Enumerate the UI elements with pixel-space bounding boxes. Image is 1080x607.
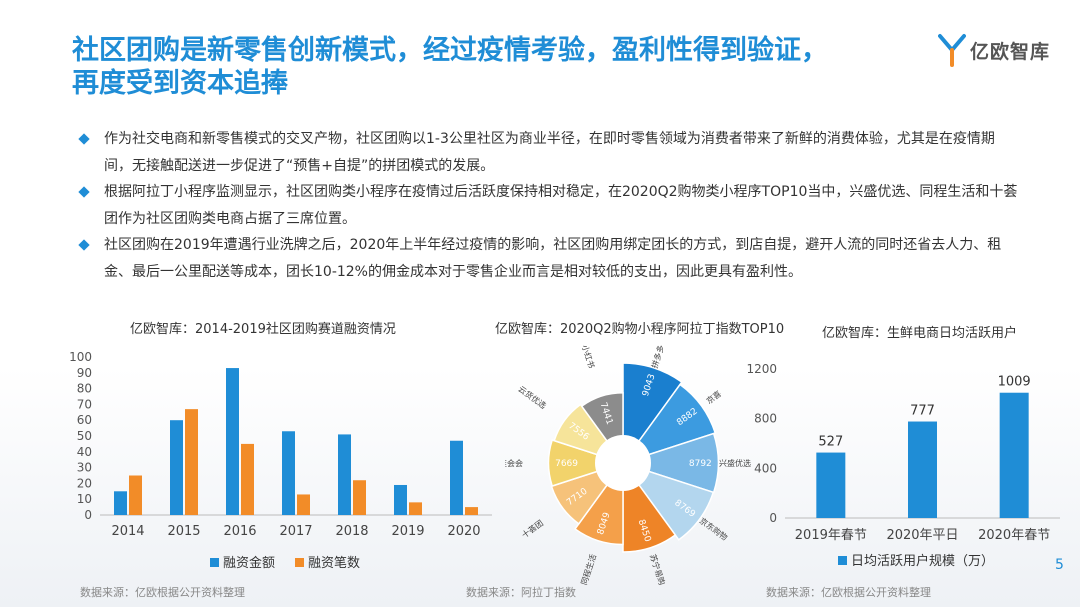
- y-tick-label: 90: [77, 366, 92, 380]
- x-tick-label: 2019年春节: [795, 528, 867, 543]
- y-tick-label: 30: [77, 461, 92, 475]
- bullet-text: 根据阿拉丁小程序监测显示，社区团购类小程序在疫情过后活跃度保持相对稳定，在202…: [104, 184, 1018, 227]
- x-tick-label: 2020: [447, 524, 480, 539]
- bar-funding-amount: [338, 434, 351, 515]
- bar-funding-amount: [450, 440, 463, 515]
- bar-funding-amount: [394, 484, 407, 515]
- y-tick-label: 40: [77, 445, 92, 459]
- diamond-bullet-icon: [78, 186, 90, 198]
- bar-funding-count: [185, 409, 198, 515]
- bar-funding-amount: [114, 491, 127, 515]
- bar-dau: [999, 392, 1029, 518]
- slice-category-label: 京东购物: [698, 515, 730, 542]
- bar-funding-amount: [282, 431, 295, 515]
- x-tick-label: 2020年春节: [978, 528, 1050, 543]
- x-tick-label: 2019: [391, 524, 424, 539]
- bar-data-label: 777: [910, 404, 935, 419]
- bullet-text: 作为社交电商和新零售模式的交叉产物，社区团购以1-3公里社区为商业半径，在即时零…: [104, 131, 995, 174]
- legend-label: 融资笔数: [308, 555, 360, 571]
- logo: 亿欧智库: [938, 32, 1068, 68]
- x-tick-label: 2016: [223, 524, 256, 539]
- bar-funding-count: [241, 443, 254, 515]
- dau-bar-chart: 0 400 800 1200 527 2019年春节 777 2020年平日 1009 2020年…: [746, 362, 1060, 569]
- rose-slice: [621, 461, 715, 541]
- legend-swatch: [295, 558, 304, 567]
- slice-value-label: 7669: [555, 459, 578, 469]
- rose-slice: [547, 439, 626, 487]
- chart2-title: 亿欧智库：2020Q2购物小程序阿拉丁指数TOP10: [495, 322, 785, 337]
- y-tick-label: 800: [754, 412, 777, 426]
- bar-dau: [816, 452, 846, 518]
- rose-slice: [621, 383, 717, 465]
- y-tick-label: 70: [77, 397, 92, 411]
- bar-data-label: 1009: [998, 375, 1031, 390]
- slice-category-label: 兴盛优选: [719, 458, 751, 468]
- source-note-2: 数据来源：阿拉丁指数: [466, 586, 576, 599]
- diamond-bullet-icon: [78, 133, 90, 145]
- source-note-1: 数据来源：亿欧根据公开资料整理: [80, 586, 245, 599]
- bullet-list: 作为社交电商和新零售模式的交叉产物，社区团购以1-3公里社区为商业半径，在即时零…: [78, 126, 1018, 285]
- bullet-text: 社区团购在2019年遭遇行业洗牌之后，2020年上半年经过疫情的影响，社区团购用…: [104, 237, 1002, 280]
- x-tick-label: 2018: [335, 524, 368, 539]
- slice-category-label: 拼多多: [649, 345, 666, 369]
- slice-category-label: 京喜: [704, 388, 723, 405]
- bar-funding-count: [409, 502, 422, 515]
- y-tick-label: 400: [754, 461, 777, 475]
- slice-category-label: 苏宁易购: [648, 553, 667, 585]
- x-tick-label: 2017: [279, 524, 312, 539]
- y-tick-label: 0: [84, 508, 92, 522]
- bullet-item: 社区团购在2019年遭遇行业洗牌之后，2020年上半年经过疫情的影响，社区团购用…: [78, 232, 1018, 285]
- y-tick-label: 100: [69, 350, 92, 364]
- x-tick-label: 2020年平日: [886, 528, 958, 543]
- bar-funding-count: [297, 494, 310, 515]
- rose-center-hole: [595, 435, 651, 491]
- x-tick-label: 2015: [167, 524, 200, 539]
- page-title: 社区团购是新零售创新模式，经过疫情考验，盈利性得到验证，再度受到资本追捧: [72, 35, 828, 99]
- source-note-3: 数据来源：亿欧根据公开资料整理: [766, 586, 931, 599]
- bar-funding-count: [465, 507, 478, 515]
- slice-value-label: 8792: [689, 459, 712, 469]
- y-tick-label: 60: [77, 413, 92, 427]
- y-tick-label: 10: [77, 492, 92, 506]
- legend-swatch: [838, 556, 847, 565]
- bar-funding-amount: [226, 368, 239, 515]
- chart3-title: 亿欧智库：生鲜电商日均活跃用户: [822, 326, 1018, 341]
- page-number: 5: [1055, 557, 1064, 573]
- slice-category-label: 十荟团: [520, 518, 545, 540]
- chart1-title: 亿欧智库：2014-2019社区团购赛道融资情况: [130, 322, 396, 337]
- legend-swatch: [210, 558, 219, 567]
- y-tick-label: 50: [77, 429, 92, 443]
- rose-slice: [622, 362, 683, 466]
- y-tick-label: 0: [769, 511, 777, 525]
- y-tick-label: 20: [77, 476, 92, 490]
- bar-dau: [908, 421, 937, 518]
- bar-funding-count: [129, 475, 142, 515]
- legend-label: 日均活跃用户规模（万）: [851, 553, 994, 569]
- y-tick-label: 80: [77, 382, 92, 396]
- bullet-item: 作为社交电商和新零售模式的交叉产物，社区团购以1-3公里社区为商业半径，在即时零…: [78, 126, 1018, 179]
- slice-category-label: 云货优选: [517, 384, 549, 411]
- logo-text: 亿欧智库: [970, 40, 1051, 63]
- yiou-logo-icon: [938, 34, 966, 67]
- diamond-bullet-icon: [78, 239, 90, 251]
- bar-data-label: 527: [818, 435, 843, 450]
- slice-category-label: 同程生活: [579, 553, 598, 585]
- bullet-item: 根据阿拉丁小程序监测显示，社区团购类小程序在疫情过后活跃度保持相对稳定，在202…: [78, 179, 1018, 232]
- x-tick-label: 2014: [111, 524, 144, 539]
- bar-funding-amount: [170, 420, 183, 515]
- slice-category-label: 小红书: [580, 345, 597, 369]
- bar-funding-count: [353, 480, 366, 515]
- slice-category-label: 谁会会: [505, 458, 523, 468]
- y-tick-label: 1200: [746, 362, 777, 376]
- legend-label: 融资金额: [223, 555, 275, 571]
